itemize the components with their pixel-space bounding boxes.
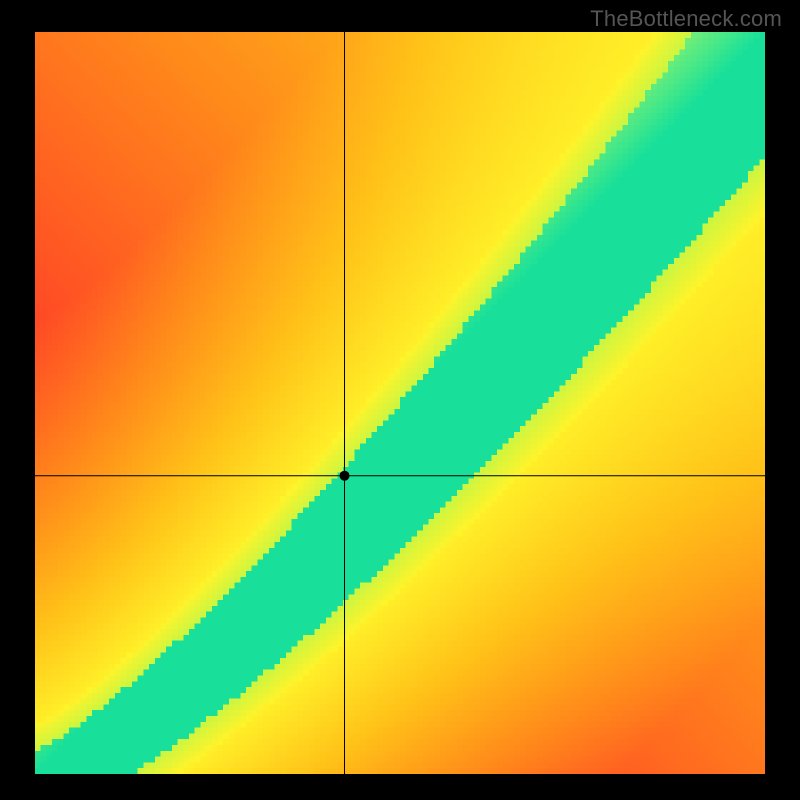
bottleneck-heatmap [35,32,765,774]
chart-container: TheBottleneck.com [0,0,800,800]
watermark-text: TheBottleneck.com [590,6,782,32]
